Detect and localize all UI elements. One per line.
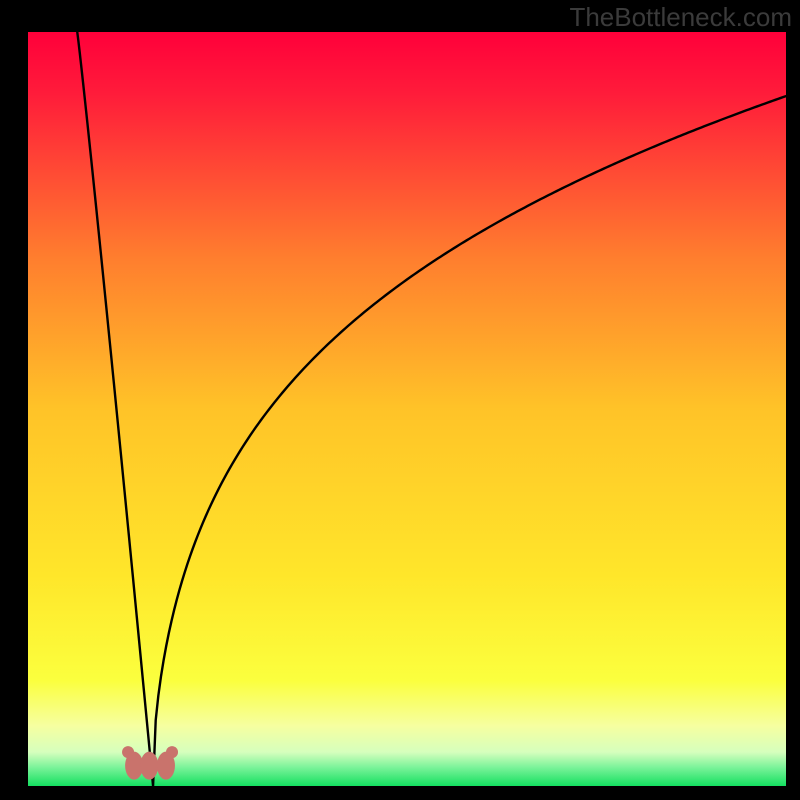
chart-stage: TheBottleneck.com [0, 0, 800, 800]
gradient-background [0, 0, 800, 800]
